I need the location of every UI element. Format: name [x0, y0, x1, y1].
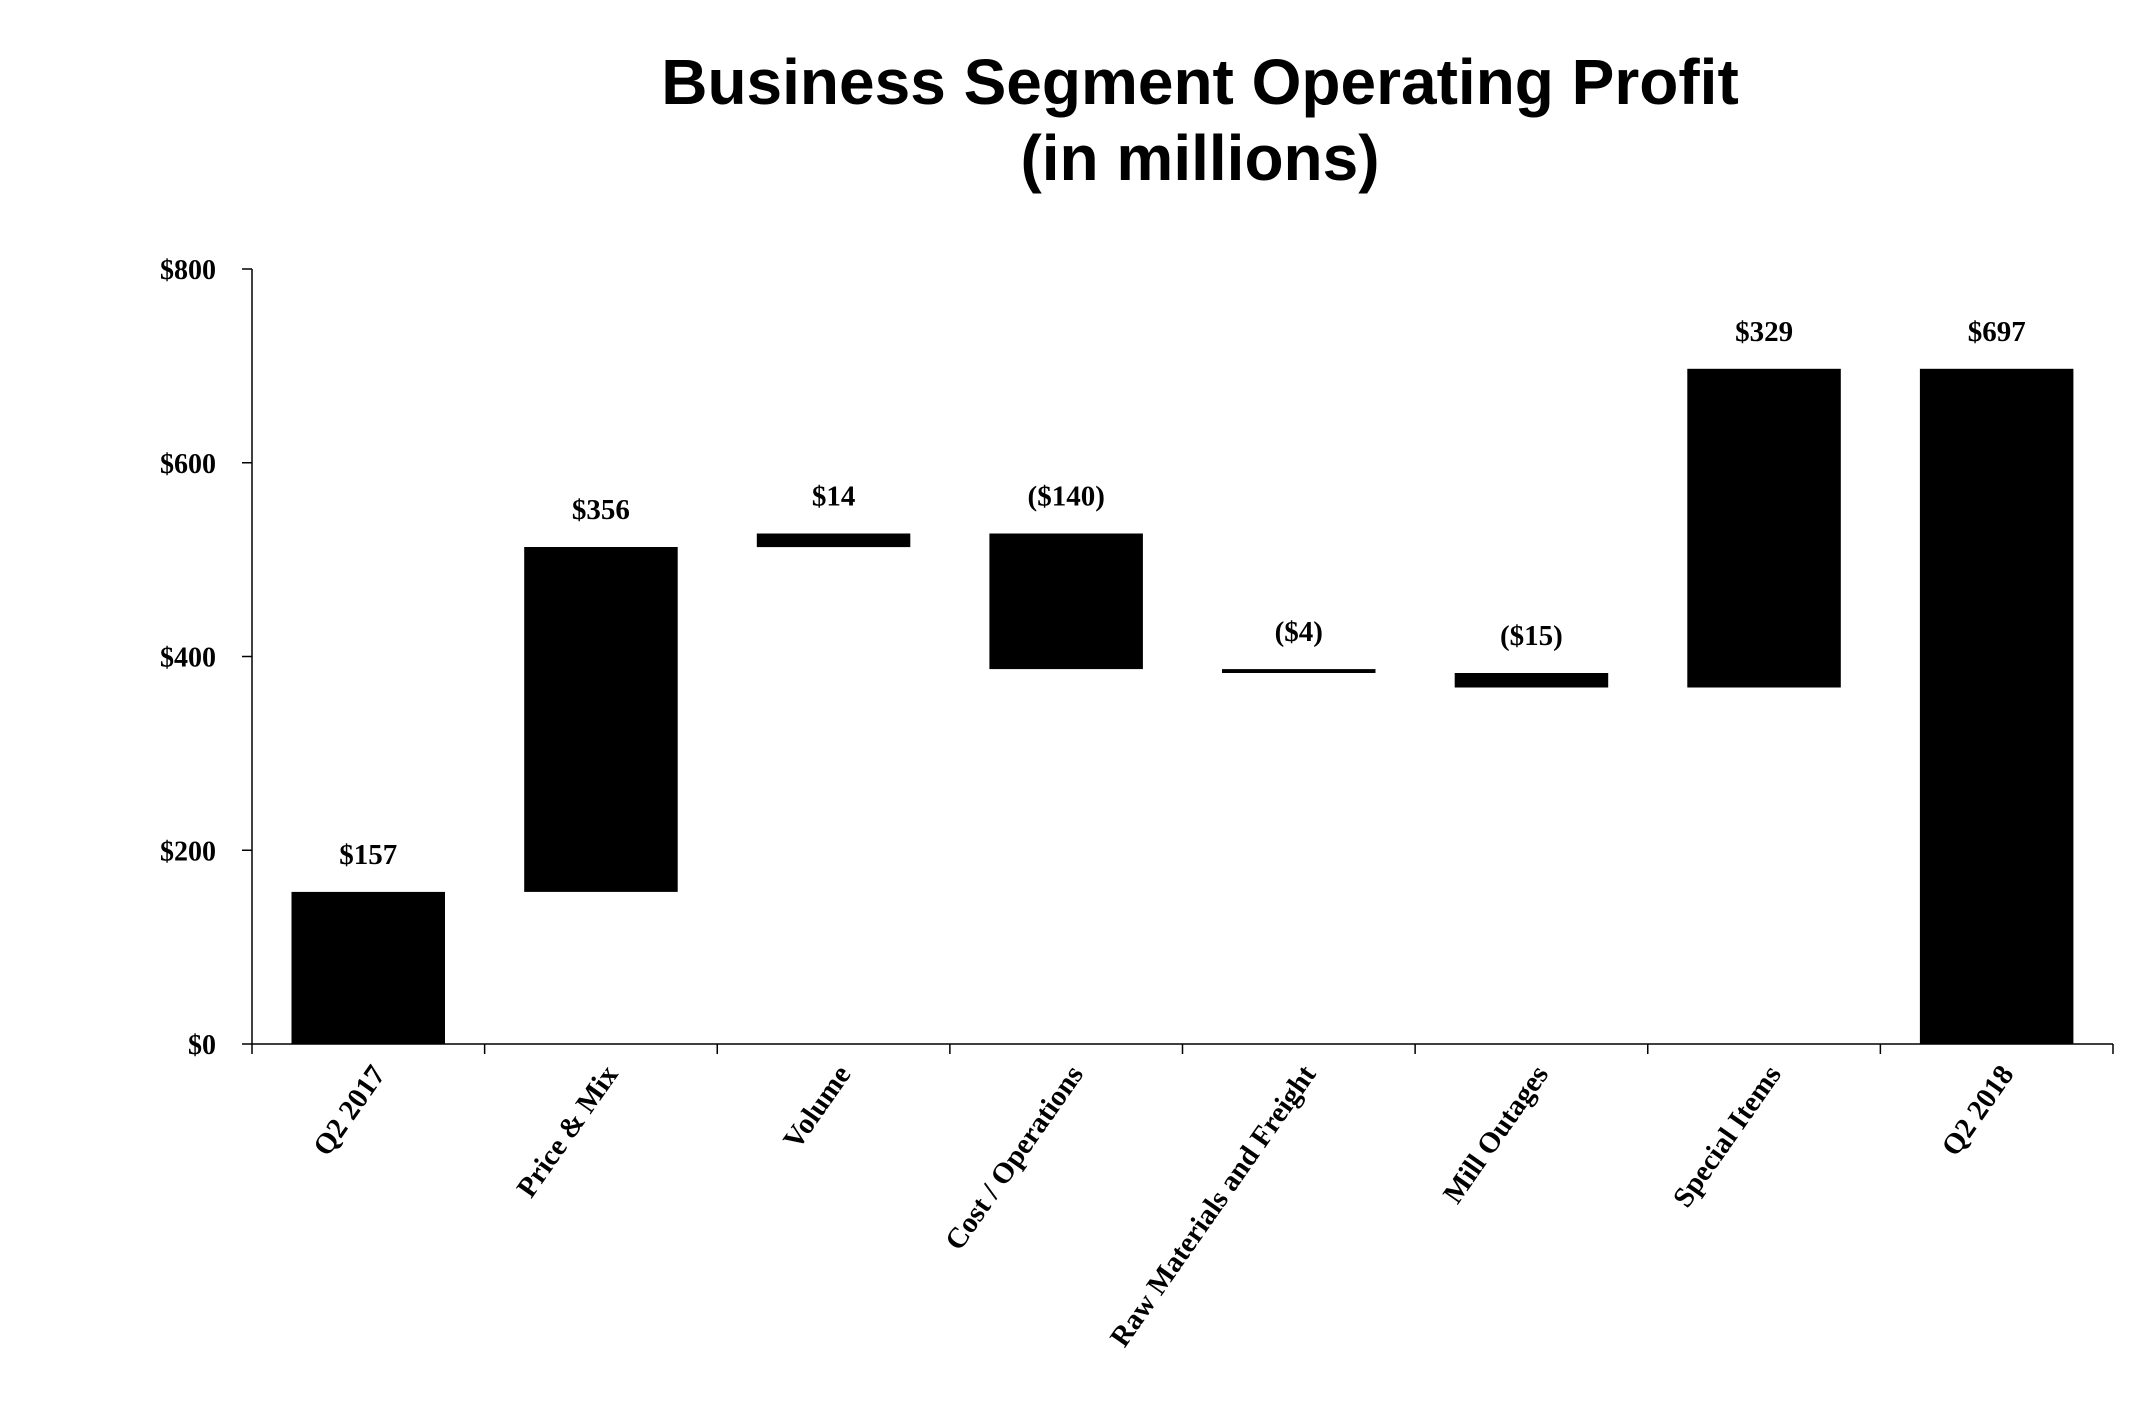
y-tick-label-5: $800 [160, 255, 216, 286]
data-label-1: $157 [339, 839, 397, 871]
x-category-label-5: Raw Materials and Freight [1104, 1059, 1323, 1352]
bar-1 [291, 891, 445, 1044]
x-category-label-6: Mill Outages [1437, 1060, 1555, 1210]
bar-3 [756, 533, 911, 548]
data-label-5: ($4) [1275, 616, 1323, 648]
y-tick-label-3: $400 [160, 643, 216, 674]
bar-2 [524, 547, 678, 892]
data-label-7: $329 [1735, 316, 1793, 348]
x-category-label-4: Cost / Operations [939, 1060, 1090, 1257]
x-category-label-7: Special Items [1667, 1060, 1788, 1214]
chart-title: Business Segment Operating Profit (in mi… [280, 44, 2120, 196]
x-category-label-1: Q2 2017 [307, 1060, 392, 1162]
data-label-6: ($15) [1500, 620, 1563, 652]
data-label-4: ($140) [1028, 481, 1105, 513]
data-label-8: $697 [1968, 316, 2026, 348]
bars-layer [291, 368, 2074, 1044]
data-label-3: $14 [812, 481, 856, 513]
bar-8 [1919, 368, 2074, 1044]
y-tick-label-2: $200 [160, 836, 216, 867]
bar-6 [1454, 673, 1609, 688]
y-tick-label-4: $600 [160, 449, 216, 480]
bar-7 [1687, 368, 1841, 688]
chart-title-main: Business Segment Operating Profit [661, 46, 1739, 118]
x-category-label-2: Price & Mix [511, 1059, 625, 1203]
y-tick-label-1: $0 [188, 1030, 216, 1061]
x-category-label-8: Q2 2018 [1936, 1060, 2021, 1162]
bar-4 [989, 533, 1143, 670]
bar-5 [1222, 669, 1376, 673]
axes-layer [242, 268, 2114, 1054]
chart-subtitle: (in millions) [1020, 122, 1380, 194]
x-category-label-3: Volume [777, 1060, 857, 1155]
data-label-2: $356 [572, 494, 630, 526]
